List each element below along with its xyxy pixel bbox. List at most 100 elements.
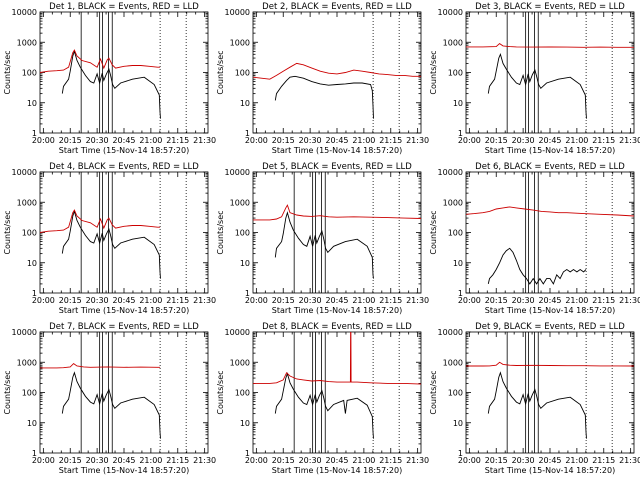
x-tick-label: 20:30 [512, 296, 535, 305]
x-tick-label: 21:00 [352, 296, 375, 305]
plot-frame [465, 331, 635, 454]
y-tick-label: 10 [27, 419, 37, 428]
x-tick-label: 21:15 [166, 296, 189, 305]
x-tick-label: 20:45 [112, 136, 135, 145]
x-tick-label: 20:45 [325, 456, 348, 465]
x-tick-label: 20:30 [512, 456, 535, 465]
y-tick-label: 100 [448, 389, 463, 398]
y-tick-label: 10000 [225, 328, 250, 337]
x-tick-label: 21:00 [139, 296, 162, 305]
series-lld-line [253, 62, 421, 80]
x-tick-label: 21:30 [406, 296, 429, 305]
plot-frame [252, 171, 422, 294]
y-tick-label: 1 [245, 449, 250, 458]
y-tick-label: 1000 [17, 198, 37, 207]
panel-title: Det 8, BLACK = Events, RED = LLD [262, 322, 412, 332]
series-lld-line [40, 209, 161, 233]
x-tick-label: 21:00 [139, 136, 162, 145]
y-tick-label: 1000 [443, 358, 463, 367]
y-tick-label: 100 [448, 229, 463, 238]
y-tick-label: 10000 [438, 328, 463, 337]
series-events-line [61, 49, 161, 119]
panel-title: Det 1, BLACK = Events, RED = LLD [49, 2, 199, 12]
x-tick-label: 21:15 [379, 136, 402, 145]
x-axis-label: Start Time (15-Nov-14 18:57:20) [59, 306, 189, 315]
y-tick-label: 1000 [230, 198, 250, 207]
x-tick-label: 21:15 [166, 456, 189, 465]
series-events-line [274, 372, 374, 439]
x-tick-label: 20:00 [458, 456, 481, 465]
panel-title: Det 9, BLACK = Events, RED = LLD [475, 322, 625, 332]
y-tick-label: 100 [448, 69, 463, 78]
y-axis-label: Counts/sec [3, 210, 12, 254]
x-tick-label: 21:15 [592, 136, 615, 145]
x-tick-label: 20:15 [485, 296, 508, 305]
x-tick-label: 20:00 [32, 136, 55, 145]
y-axis-label: Counts/sec [216, 50, 225, 94]
x-tick-label: 20:15 [59, 296, 82, 305]
x-tick-label: 20:00 [458, 296, 481, 305]
series-group [40, 209, 161, 279]
x-tick-label: 21:15 [592, 456, 615, 465]
y-tick-label: 100 [235, 229, 250, 238]
series-events-line [487, 52, 587, 119]
x-axis-label: Start Time (15-Nov-14 18:57:20) [272, 306, 402, 315]
series-lld-line [40, 49, 161, 73]
x-axis-label: Start Time (15-Nov-14 18:57:20) [59, 146, 189, 155]
series-events-line [487, 247, 587, 285]
y-tick-label: 10 [27, 99, 37, 108]
y-tick-label: 10000 [225, 8, 250, 17]
series-lld-line [40, 363, 161, 369]
y-tick-label: 1000 [230, 38, 250, 47]
y-tick-label: 1000 [443, 198, 463, 207]
y-axis-label: Counts/sec [3, 370, 12, 414]
x-tick-label: 21:30 [406, 136, 429, 145]
x-tick-label: 21:15 [592, 296, 615, 305]
y-tick-label: 10 [240, 259, 250, 268]
y-tick-label: 10 [453, 419, 463, 428]
series-group [40, 363, 161, 439]
plot-frame [39, 171, 209, 294]
x-tick-label: 20:30 [299, 136, 322, 145]
y-tick-label: 1000 [17, 38, 37, 47]
y-tick-label: 10 [240, 419, 250, 428]
series-group [466, 43, 634, 119]
series-events-line [61, 209, 161, 279]
y-tick-label: 10000 [12, 8, 37, 17]
x-axis-label: Start Time (15-Nov-14 18:57:20) [272, 146, 402, 155]
y-tick-label: 1 [458, 289, 463, 298]
y-tick-label: 10 [453, 99, 463, 108]
x-tick-label: 21:15 [379, 296, 402, 305]
panel-det-1: 1 10 100 1000 10000 20:00 20:15 20:30 20:45 21:00… [3, 2, 216, 155]
plot-frame [465, 171, 635, 294]
x-tick-label: 20:45 [538, 296, 561, 305]
y-tick-label: 10 [240, 99, 250, 108]
x-tick-label: 20:30 [512, 136, 535, 145]
x-tick-label: 20:30 [299, 456, 322, 465]
series-group [466, 361, 634, 439]
y-tick-label: 10000 [438, 8, 463, 17]
series-events-line [274, 211, 374, 279]
x-tick-label: 20:15 [272, 456, 295, 465]
series-lld-line [253, 204, 421, 221]
y-tick-label: 1000 [230, 358, 250, 367]
panel-det-2: 1 10 100 1000 10000 20:00 20:15 20:30 20:45 21:00… [216, 2, 429, 155]
x-tick-label: 20:45 [112, 456, 135, 465]
panel-det-5: 1 10 100 1000 10000 20:00 20:15 20:30 20:45 21:00… [216, 162, 429, 315]
x-tick-label: 20:45 [325, 296, 348, 305]
plot-frame [39, 11, 209, 134]
x-tick-label: 21:30 [619, 296, 640, 305]
x-tick-label: 20:30 [299, 296, 322, 305]
x-tick-label: 20:30 [86, 456, 109, 465]
panel-title: Det 7, BLACK = Events, RED = LLD [49, 322, 199, 332]
series-events-line [487, 371, 587, 439]
x-tick-label: 20:00 [245, 456, 268, 465]
series-events-line [274, 75, 374, 119]
y-tick-label: 1 [245, 289, 250, 298]
y-tick-label: 100 [235, 69, 250, 78]
y-axis-label: Counts/sec [216, 370, 225, 414]
x-tick-label: 20:45 [538, 136, 561, 145]
panel-title: Det 5, BLACK = Events, RED = LLD [262, 162, 412, 172]
series-lld-line [466, 43, 634, 48]
